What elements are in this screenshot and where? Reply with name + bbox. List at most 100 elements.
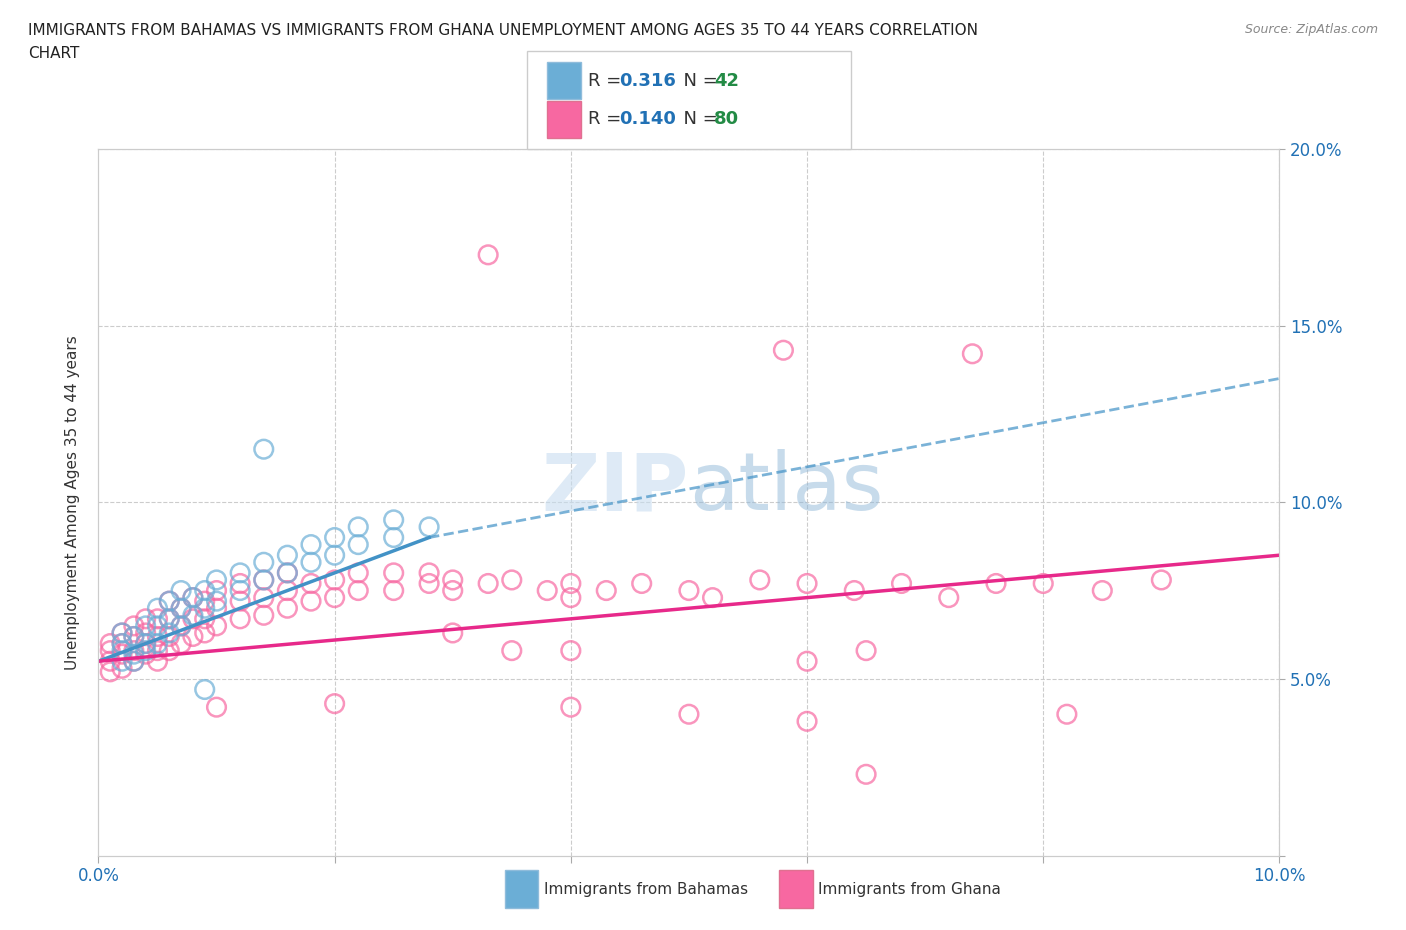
Y-axis label: Unemployment Among Ages 35 to 44 years: Unemployment Among Ages 35 to 44 years — [65, 335, 80, 670]
Point — [253, 591, 276, 605]
Point — [122, 618, 145, 633]
Point — [181, 608, 204, 623]
Point — [276, 565, 298, 580]
Text: Immigrants from Ghana: Immigrants from Ghana — [818, 882, 1001, 897]
Point — [122, 629, 145, 644]
Point — [205, 699, 228, 714]
Point — [253, 573, 276, 588]
Point — [418, 565, 440, 580]
Point — [501, 573, 523, 588]
Point — [595, 583, 617, 598]
Text: R =: R = — [588, 72, 627, 89]
Text: CHART: CHART — [28, 46, 80, 61]
Point — [157, 593, 180, 608]
Point — [98, 636, 121, 651]
Point — [135, 611, 157, 626]
Point — [170, 583, 193, 598]
Point — [170, 618, 193, 633]
Point — [477, 576, 499, 591]
Point — [135, 644, 157, 658]
Point — [157, 611, 180, 626]
Point — [170, 618, 193, 633]
Point — [122, 654, 145, 669]
Point — [748, 573, 770, 588]
Point — [938, 591, 960, 605]
Point — [122, 644, 145, 658]
Point — [157, 629, 180, 644]
Point — [111, 636, 134, 651]
Point — [229, 576, 252, 591]
Point — [382, 583, 405, 598]
Point — [111, 661, 134, 676]
Point — [276, 565, 298, 580]
Point — [146, 636, 169, 651]
Point — [1056, 707, 1078, 722]
Point — [347, 565, 370, 580]
Point — [299, 538, 322, 552]
Text: Source: ZipAtlas.com: Source: ZipAtlas.com — [1244, 23, 1378, 36]
Point — [323, 697, 346, 711]
Text: 80: 80 — [714, 111, 740, 128]
Point — [194, 611, 217, 626]
Point — [844, 583, 866, 598]
Point — [135, 636, 157, 651]
Point — [253, 573, 276, 588]
Point — [1150, 573, 1173, 588]
Point — [984, 576, 1007, 591]
Point — [441, 573, 464, 588]
Point — [299, 576, 322, 591]
Text: atlas: atlas — [689, 449, 883, 527]
Point — [194, 601, 217, 616]
Point — [1091, 583, 1114, 598]
Point — [702, 591, 724, 605]
Point — [855, 644, 877, 658]
Point — [194, 682, 217, 697]
Text: R =: R = — [588, 111, 627, 128]
Point — [98, 644, 121, 658]
Point — [170, 601, 193, 616]
Point — [135, 618, 157, 633]
Point — [536, 583, 558, 598]
Point — [157, 644, 180, 658]
Point — [111, 626, 134, 641]
Point — [890, 576, 912, 591]
Point — [253, 608, 276, 623]
Text: Immigrants from Bahamas: Immigrants from Bahamas — [544, 882, 748, 897]
Point — [347, 583, 370, 598]
Point — [157, 611, 180, 626]
Point — [181, 591, 204, 605]
Point — [146, 601, 169, 616]
Point — [111, 654, 134, 669]
Point — [382, 530, 405, 545]
Point — [323, 530, 346, 545]
Point — [796, 654, 818, 669]
Point — [299, 593, 322, 608]
Point — [630, 576, 652, 591]
Point — [418, 576, 440, 591]
Point — [229, 593, 252, 608]
Point — [111, 646, 134, 661]
Point — [253, 442, 276, 457]
Point — [170, 636, 193, 651]
Point — [111, 626, 134, 641]
Point — [146, 611, 169, 626]
Point — [1032, 576, 1054, 591]
Point — [560, 576, 582, 591]
Point — [205, 583, 228, 598]
Point — [122, 654, 145, 669]
Point — [205, 601, 228, 616]
Point — [122, 629, 145, 644]
Point — [477, 247, 499, 262]
Text: N =: N = — [672, 72, 724, 89]
Point — [229, 611, 252, 626]
Point — [560, 591, 582, 605]
Point — [276, 583, 298, 598]
Point — [382, 565, 405, 580]
Text: 0.140: 0.140 — [619, 111, 675, 128]
Point — [347, 538, 370, 552]
Point — [276, 548, 298, 563]
Point — [194, 626, 217, 641]
Point — [855, 767, 877, 782]
Point — [146, 654, 169, 669]
Point — [441, 583, 464, 598]
